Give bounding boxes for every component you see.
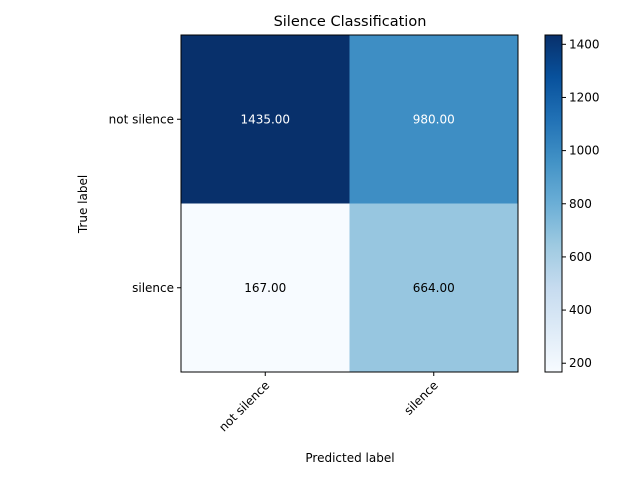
heatmap-cell bbox=[181, 203, 350, 372]
x-axis-label: Predicted label bbox=[305, 451, 394, 465]
heatmap-cell bbox=[181, 35, 350, 204]
colorbar-tick-label: 800 bbox=[569, 197, 592, 211]
colorbar-tick-label: 1000 bbox=[569, 144, 600, 158]
colorbar-tick-label: 400 bbox=[569, 303, 592, 317]
colorbar-tick-label: 1400 bbox=[569, 37, 600, 51]
cell-value-label: 1435.00 bbox=[240, 112, 290, 126]
colorbar-tick-label: 600 bbox=[569, 250, 592, 264]
y-axis-label: True label bbox=[76, 175, 90, 234]
y-tick-label: not silence bbox=[109, 112, 174, 126]
cell-value-label: 980.00 bbox=[413, 112, 455, 126]
heatmap-cell bbox=[349, 203, 518, 372]
cell-value-label: 664.00 bbox=[413, 281, 455, 295]
heatmap-cells: 1435.00 980.00 167.00 664.00 bbox=[181, 35, 518, 372]
colorbar-tick-label: 200 bbox=[569, 356, 592, 370]
colorbar bbox=[544, 34, 563, 373]
chart-title: Silence Classification bbox=[274, 14, 427, 30]
cell-value-label: 167.00 bbox=[244, 281, 286, 295]
y-axis-ticks: not silence silence bbox=[109, 112, 181, 295]
colorbar-tick-label: 1200 bbox=[569, 90, 600, 104]
heatmap-cell bbox=[349, 35, 518, 204]
colorbar-ticks: 200 400 600 800 1000 1200 1400 bbox=[562, 37, 600, 370]
plot-frame bbox=[180, 34, 519, 373]
y-tick-label: silence bbox=[132, 281, 174, 295]
